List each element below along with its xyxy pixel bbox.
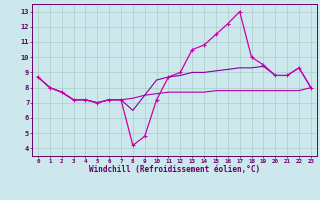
- X-axis label: Windchill (Refroidissement éolien,°C): Windchill (Refroidissement éolien,°C): [89, 165, 260, 174]
